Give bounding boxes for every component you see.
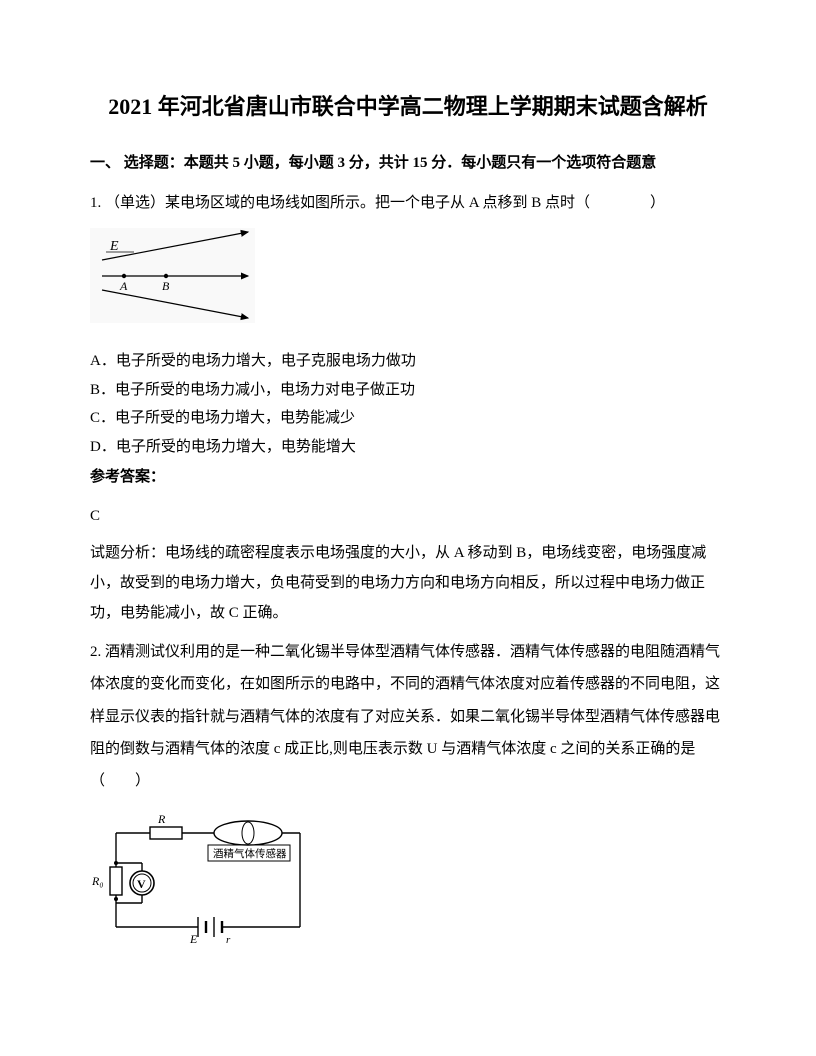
label-V: V xyxy=(137,877,146,891)
question-2: 2. 酒精测试仪利用的是一种二氧化锡半导体型酒精气体传感器．酒精气体传感器的电阻… xyxy=(90,636,726,956)
answer-label: 参考答案： xyxy=(90,463,726,492)
q1-text: 1. （单选）某电场区域的电场线如图所示。把一个电子从 A 点移到 B 点时（ … xyxy=(90,189,726,218)
q2-number: 2. xyxy=(90,644,101,660)
q1-figure: E A B xyxy=(90,228,255,323)
label-A: A xyxy=(119,279,128,293)
q1-option-a: A．电子所受的电场力增大，电子克服电场力做功 xyxy=(90,347,726,376)
q1-number: 1. xyxy=(90,195,101,211)
label-R: R xyxy=(157,815,166,826)
q2-figure: R 酒精气体传感器 R₀ V E r xyxy=(90,815,320,945)
section-header: 一、 选择题：本题共 5 小题，每小题 3 分，共计 15 分．每小题只有一个选… xyxy=(90,151,726,175)
q1-body: （单选）某电场区域的电场线如图所示。把一个电子从 A 点移到 B 点时（ ） xyxy=(105,195,665,211)
q1-option-d: D．电子所受的电场力增大，电势能增大 xyxy=(90,433,726,462)
page-title: 2021 年河北省唐山市联合中学高二物理上学期期末试题含解析 xyxy=(90,90,726,123)
label-B: B xyxy=(162,279,170,293)
q1-option-c: C．电子所受的电场力增大，电势能减少 xyxy=(90,404,726,433)
label-r: r xyxy=(226,934,231,945)
q1-option-b: B．电子所受的电场力减小，电场力对电子做正功 xyxy=(90,376,726,405)
q2-body: 酒精测试仪利用的是一种二氧化锡半导体型酒精气体传感器．酒精气体传感器的电阻随酒精… xyxy=(90,644,720,789)
q1-answer: C xyxy=(90,502,726,531)
q1-analysis: 试题分析：电场线的疏密程度表示电场强度的大小，从 A 移动到 B，电场线变密，电… xyxy=(90,538,726,628)
label-E2: E xyxy=(189,932,198,945)
label-sensor: 酒精气体传感器 xyxy=(213,847,287,860)
q2-text: 2. 酒精测试仪利用的是一种二氧化锡半导体型酒精气体传感器．酒精气体传感器的电阻… xyxy=(90,636,726,797)
label-R0: R₀ xyxy=(91,874,104,888)
question-1: 1. （单选）某电场区域的电场线如图所示。把一个电子从 A 点移到 B 点时（ … xyxy=(90,189,726,628)
